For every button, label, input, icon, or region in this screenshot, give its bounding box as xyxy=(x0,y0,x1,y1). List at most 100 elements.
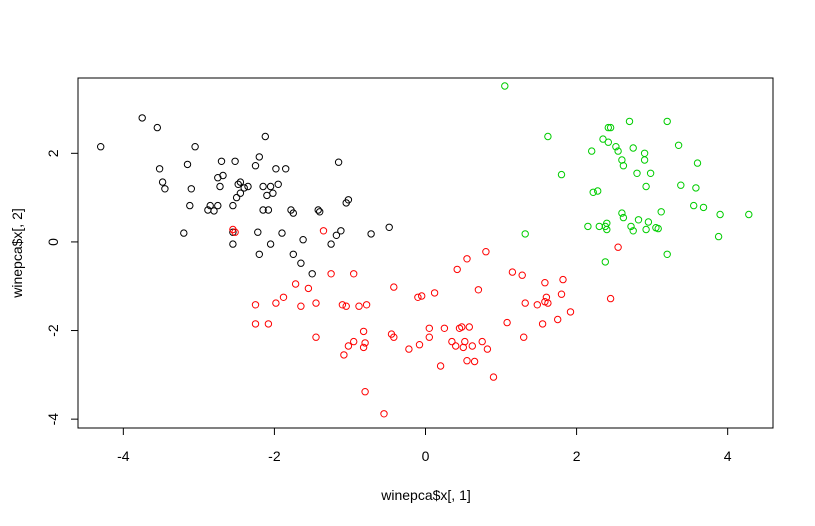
data-point xyxy=(463,255,471,263)
data-point xyxy=(448,337,456,346)
data-point xyxy=(340,351,348,359)
data-point xyxy=(541,279,549,287)
data-point xyxy=(692,184,700,192)
data-point xyxy=(415,341,424,349)
data-point xyxy=(234,180,242,189)
data-point xyxy=(229,228,237,236)
data-point xyxy=(229,201,237,210)
data-point xyxy=(359,343,368,352)
data-point xyxy=(380,410,388,418)
data-point xyxy=(690,201,698,210)
data-point xyxy=(478,337,486,346)
data-point xyxy=(508,268,517,276)
data-point xyxy=(308,270,316,278)
data-point xyxy=(716,210,724,219)
data-point xyxy=(518,271,526,279)
data-point xyxy=(350,337,358,346)
data-point xyxy=(390,333,398,341)
data-point xyxy=(604,123,612,132)
data-point xyxy=(272,299,280,307)
x-tick-label: -4 xyxy=(117,448,130,464)
data-point xyxy=(206,201,214,210)
data-point xyxy=(463,357,471,365)
data-point xyxy=(521,299,529,307)
data-point xyxy=(231,228,239,236)
data-point xyxy=(251,320,260,328)
data-point xyxy=(436,362,445,370)
data-point xyxy=(629,227,637,235)
y-tick-label: -4 xyxy=(45,413,61,426)
data-point xyxy=(261,132,269,141)
x-axis-label: winepca$x[, 1] xyxy=(380,487,471,503)
data-point xyxy=(619,213,628,222)
data-point xyxy=(344,342,353,350)
data-point xyxy=(470,357,479,366)
data-point xyxy=(266,240,275,248)
data-point xyxy=(418,292,426,300)
data-point xyxy=(644,218,653,226)
data-point xyxy=(153,123,162,132)
data-point xyxy=(640,149,649,158)
data-point xyxy=(155,165,164,173)
data-point xyxy=(350,270,358,278)
data-point xyxy=(244,182,252,191)
data-point xyxy=(693,159,702,167)
data-point xyxy=(186,201,194,210)
data-point xyxy=(557,290,566,298)
data-point xyxy=(627,222,635,231)
data-point xyxy=(604,138,612,146)
data-point xyxy=(714,232,723,241)
data-point xyxy=(251,162,260,170)
data-point xyxy=(489,373,498,381)
data-point xyxy=(187,185,196,193)
data-point xyxy=(440,324,449,332)
data-point xyxy=(452,342,460,350)
data-point xyxy=(425,333,433,341)
data-point xyxy=(266,182,275,191)
data-point xyxy=(614,147,622,155)
data-point xyxy=(232,193,241,202)
data-point xyxy=(614,243,622,251)
data-point xyxy=(236,178,245,186)
data-point xyxy=(316,208,324,216)
data-point xyxy=(97,143,105,151)
data-point xyxy=(503,318,511,327)
data-point xyxy=(362,301,371,309)
data-point xyxy=(297,259,305,267)
data-point xyxy=(251,301,260,309)
data-point xyxy=(216,182,224,191)
data-point xyxy=(289,250,297,259)
data-point xyxy=(219,171,227,180)
data-point xyxy=(312,333,320,341)
data-point xyxy=(191,143,199,151)
data-point xyxy=(425,324,433,332)
data-point xyxy=(589,188,597,197)
y-tick-label: -2 xyxy=(45,324,61,337)
data-point xyxy=(279,293,288,301)
y-tick-label: 2 xyxy=(45,149,61,157)
data-point xyxy=(606,123,615,132)
data-points xyxy=(97,82,753,418)
data-point xyxy=(299,236,307,244)
data-point xyxy=(332,231,341,240)
data-point xyxy=(214,201,222,210)
data-point xyxy=(319,227,328,235)
data-point xyxy=(474,286,483,294)
data-point xyxy=(599,135,607,143)
data-point xyxy=(640,156,649,164)
data-point xyxy=(465,323,473,331)
data-point xyxy=(588,147,596,155)
data-point xyxy=(642,182,650,191)
data-point xyxy=(263,191,271,200)
data-point xyxy=(674,141,683,150)
data-point xyxy=(554,315,562,324)
data-point xyxy=(584,222,592,231)
data-point xyxy=(259,206,267,214)
data-point xyxy=(183,160,192,169)
data-point xyxy=(414,293,422,301)
data-point xyxy=(278,229,286,237)
data-point xyxy=(483,345,492,353)
data-point xyxy=(297,302,305,310)
data-point xyxy=(327,270,335,278)
data-point xyxy=(344,196,353,204)
